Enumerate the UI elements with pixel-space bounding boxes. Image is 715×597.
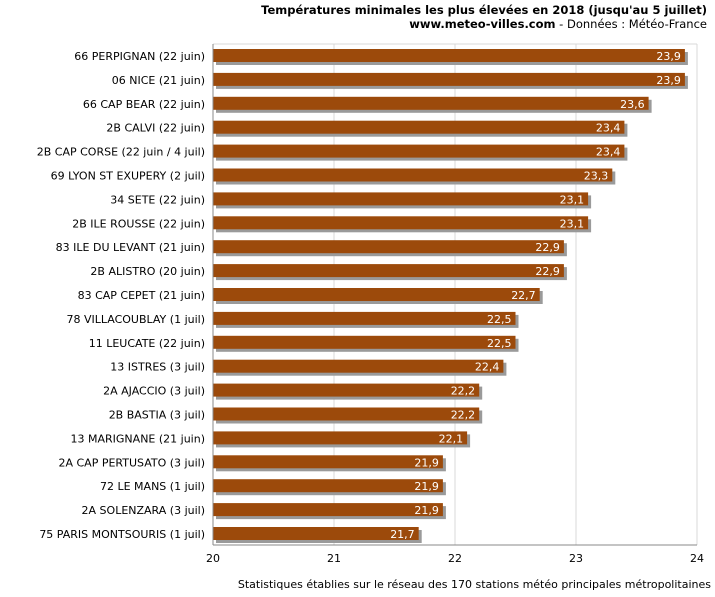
category-label: 72 LE MANS (1 juil) [100, 480, 205, 493]
bar-value-label: 23,3 [584, 170, 609, 183]
category-label: 83 CAP CEPET (21 juin) [78, 289, 205, 302]
x-tick-label: 20 [206, 552, 220, 565]
bar [213, 168, 613, 182]
bar-value-label: 22,9 [535, 241, 560, 254]
bar [213, 359, 504, 373]
bar-value-label: 22,7 [511, 289, 536, 302]
bar [213, 503, 443, 517]
bar-value-label: 21,7 [390, 528, 415, 541]
chart-subtitle: www.meteo-villes.com - Données : Météo-F… [409, 17, 707, 31]
data-source: - Données : Météo-France [555, 17, 707, 31]
bar-value-label: 22,9 [535, 265, 560, 278]
bar [213, 407, 480, 421]
bar-value-label: 23,9 [656, 50, 681, 63]
bar [213, 96, 649, 110]
footer-note: Statistiques établies sur le réseau des … [237, 578, 711, 591]
category-label: 13 MARIGNANE (21 juin) [71, 432, 205, 445]
x-tick-label: 22 [448, 552, 462, 565]
bar [213, 240, 564, 254]
category-label: 13 ISTRES (3 juil) [110, 361, 205, 374]
bar [213, 431, 468, 445]
bar-value-label: 21,9 [414, 504, 439, 517]
site-name[interactable]: www.meteo-villes.com [409, 17, 556, 31]
x-axis: 20 21 22 23 24 [206, 44, 704, 565]
chart-title: Températures minimales les plus élevées … [261, 3, 707, 17]
bar-value-label: 22,4 [475, 361, 500, 374]
category-label: 11 LEUCATE (22 juin) [89, 337, 205, 350]
x-tick-label: 23 [569, 552, 583, 565]
bar-value-label: 23,6 [620, 98, 645, 111]
bar-value-label: 22,1 [439, 432, 464, 445]
bar [213, 120, 625, 134]
category-label: 34 SETE (22 juin) [110, 193, 205, 206]
bar [213, 455, 443, 469]
bar [213, 49, 685, 62]
bar [213, 335, 516, 349]
bar [213, 72, 685, 86]
category-label: 2A SOLENZARA (3 juil) [82, 504, 205, 517]
x-tick-label: 24 [690, 552, 704, 565]
bar-value-label: 21,9 [414, 480, 439, 493]
category-label: 2B CAP CORSE (22 juin / 4 juil) [37, 146, 205, 159]
category-label: 2A CAP PERTUSATO (3 juil) [58, 456, 205, 469]
bar [213, 192, 589, 206]
category-label: 06 NICE (21 juin) [112, 74, 205, 87]
bar [213, 311, 516, 325]
bar-value-label: 23,4 [596, 146, 621, 159]
category-label: 78 VILLACOUBLAY (1 juil) [66, 313, 205, 326]
category-label: 83 ILE DU LEVANT (21 juin) [56, 241, 205, 254]
bar [213, 216, 589, 230]
category-label: 66 CAP BEAR (22 juin) [83, 98, 205, 111]
category-labels: 66 PERPIGNAN (22 juin) 06 NICE (21 juin) 6… [37, 50, 205, 541]
bars: 23,923,923,623,423,423,323,123,122,922,9… [213, 49, 688, 543]
x-tick-label: 21 [327, 552, 341, 565]
bar-value-label: 23,4 [596, 122, 621, 135]
bar [213, 479, 443, 493]
bar [213, 144, 625, 158]
category-label: 2B BASTIA (3 juil) [109, 409, 205, 422]
bar-value-label: 23,1 [560, 217, 585, 230]
bar-value-label: 22,5 [487, 337, 512, 350]
bar [213, 264, 564, 278]
bar [213, 383, 480, 397]
category-label: 2B ILE ROUSSE (22 juin) [72, 217, 205, 230]
bar-value-label: 22,5 [487, 313, 512, 326]
category-label: 69 LYON ST EXUPERY (2 juil) [51, 170, 205, 183]
category-label: 75 PARIS MONTSOURIS (1 juil) [39, 528, 205, 541]
category-label: 2A AJACCIO (3 juil) [103, 385, 205, 398]
category-label: 2B ALISTRO (20 juin) [90, 265, 205, 278]
bar-value-label: 23,9 [656, 74, 681, 87]
bar [213, 288, 540, 301]
category-label: 2B CALVI (22 juin) [106, 122, 205, 135]
category-label: 66 PERPIGNAN (22 juin) [74, 50, 205, 63]
bar-value-label: 21,9 [414, 456, 439, 469]
bar-value-label: 22,2 [451, 409, 476, 422]
bar-value-label: 22,2 [451, 385, 476, 398]
bar-value-label: 23,1 [560, 193, 585, 206]
bar [213, 527, 419, 540]
